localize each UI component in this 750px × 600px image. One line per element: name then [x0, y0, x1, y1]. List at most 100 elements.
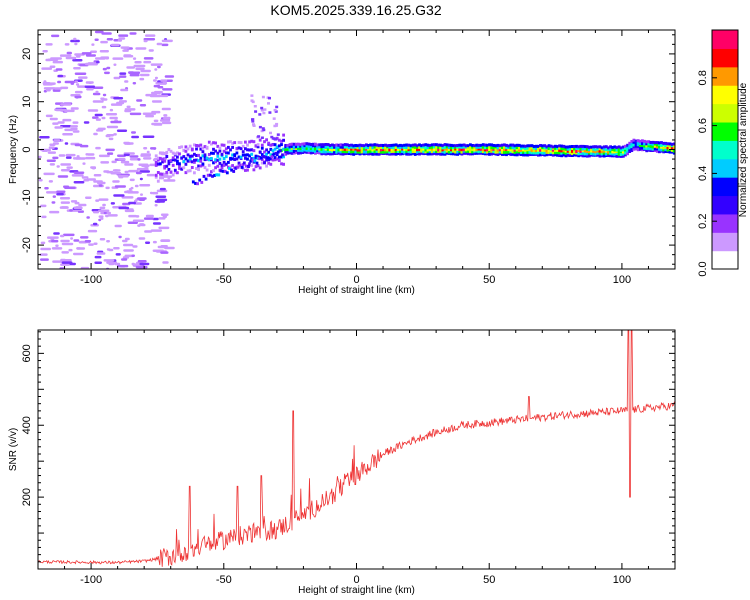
ridge-cell — [290, 149, 294, 153]
ridge-cell — [348, 152, 351, 155]
ridge-cell — [341, 147, 345, 151]
ridge-cell — [632, 140, 636, 144]
ridge-cell — [237, 146, 241, 150]
noise-cell — [93, 180, 103, 183]
ridge-cell — [460, 148, 464, 152]
ridge-cell — [163, 172, 167, 176]
noise-cell — [134, 199, 138, 203]
x-tick-label: -100 — [80, 274, 102, 286]
ridge-cell — [564, 149, 568, 153]
noise-cell — [142, 135, 155, 138]
ridge-cell — [318, 147, 322, 151]
ridge-cell — [311, 142, 315, 146]
ridge-cell — [579, 144, 583, 148]
ridge-cell — [233, 153, 237, 157]
noise-cell — [93, 174, 102, 177]
noise-cell — [84, 85, 96, 88]
ridge-cell — [203, 166, 207, 170]
noise-cell — [108, 262, 115, 266]
noise-cell — [260, 109, 264, 112]
ridge-cell — [466, 144, 470, 148]
ridge-cell — [358, 148, 362, 152]
branch-cell — [200, 180, 204, 184]
ridge-cell — [422, 143, 426, 147]
ridge-cell — [539, 146, 542, 150]
ridge-cell — [520, 147, 523, 150]
noise-cell — [65, 56, 77, 60]
ridge-cell — [371, 146, 375, 150]
noise-cell — [122, 256, 130, 259]
ridge-cell — [658, 150, 661, 154]
ridge-cell — [658, 145, 661, 149]
noise-cell — [103, 259, 115, 262]
ridge-cell — [382, 147, 385, 151]
noise-cell — [118, 37, 126, 40]
noise-cell — [262, 111, 266, 115]
ridge-cell — [615, 148, 619, 152]
ridge-cell — [581, 152, 585, 156]
noise-cell — [107, 214, 118, 217]
ridge-cell — [575, 153, 578, 157]
ridge-cell — [377, 144, 381, 148]
ridge-cell — [575, 150, 578, 153]
ridge-cell — [275, 157, 279, 161]
ridge-cell — [630, 149, 634, 152]
branch-cell — [253, 159, 257, 163]
ridge-cell — [382, 144, 385, 147]
noise-cell — [122, 49, 129, 52]
noise-cell — [58, 154, 66, 157]
ridge-cell — [532, 145, 536, 148]
ridge-cell — [435, 143, 438, 147]
noise-cell — [40, 247, 51, 251]
noise-cell — [142, 112, 152, 115]
noise-cell — [153, 119, 159, 123]
ridge-cell — [409, 148, 413, 152]
noise-cell — [152, 158, 156, 162]
noise-cell — [149, 191, 153, 195]
ridge-cell — [282, 138, 285, 142]
ridge-cell — [224, 155, 228, 159]
noise-cell — [107, 152, 114, 155]
ridge-cell — [314, 149, 317, 153]
ridge-cell — [269, 147, 273, 151]
ridge-cell — [462, 148, 466, 152]
ridge-cell — [254, 165, 258, 169]
ridge-cell — [655, 145, 659, 149]
ridge-cell — [532, 149, 536, 153]
ridge-cell — [345, 145, 349, 149]
ridge-cell — [301, 149, 305, 153]
ridge-cell — [503, 150, 506, 154]
ridge-cell — [248, 148, 251, 152]
ridge-cell — [335, 148, 339, 151]
noise-cell — [120, 160, 130, 164]
ridge-cell — [615, 146, 619, 150]
ridge-cell — [390, 145, 394, 149]
ridge-cell — [488, 143, 491, 147]
ridge-cell — [621, 152, 625, 156]
noise-cell — [105, 113, 118, 116]
noise-cell — [92, 116, 99, 119]
noise-cell — [123, 54, 132, 57]
noise-cell — [128, 169, 139, 173]
ridge-cell — [282, 133, 285, 137]
noise-cell — [66, 166, 73, 169]
ridge-cell — [475, 143, 479, 147]
noise-cell — [134, 61, 142, 64]
ridge-cell — [526, 144, 530, 148]
ridge-cell — [441, 144, 445, 148]
ridge-cell — [239, 147, 243, 151]
ridge-cell — [369, 143, 372, 147]
ridge-cell — [641, 148, 644, 152]
branch-cell — [215, 173, 219, 177]
ridge-cell — [509, 152, 513, 156]
ridge-cell — [660, 145, 663, 149]
ridge-cell — [545, 145, 549, 149]
ridge-cell — [579, 150, 583, 153]
x-tick-label: 100 — [613, 274, 631, 286]
ridge-cell — [488, 148, 491, 151]
noise-cell — [48, 82, 56, 85]
ridge-cell — [214, 160, 217, 164]
ridge-cell — [479, 145, 483, 149]
ridge-cell — [282, 155, 285, 159]
